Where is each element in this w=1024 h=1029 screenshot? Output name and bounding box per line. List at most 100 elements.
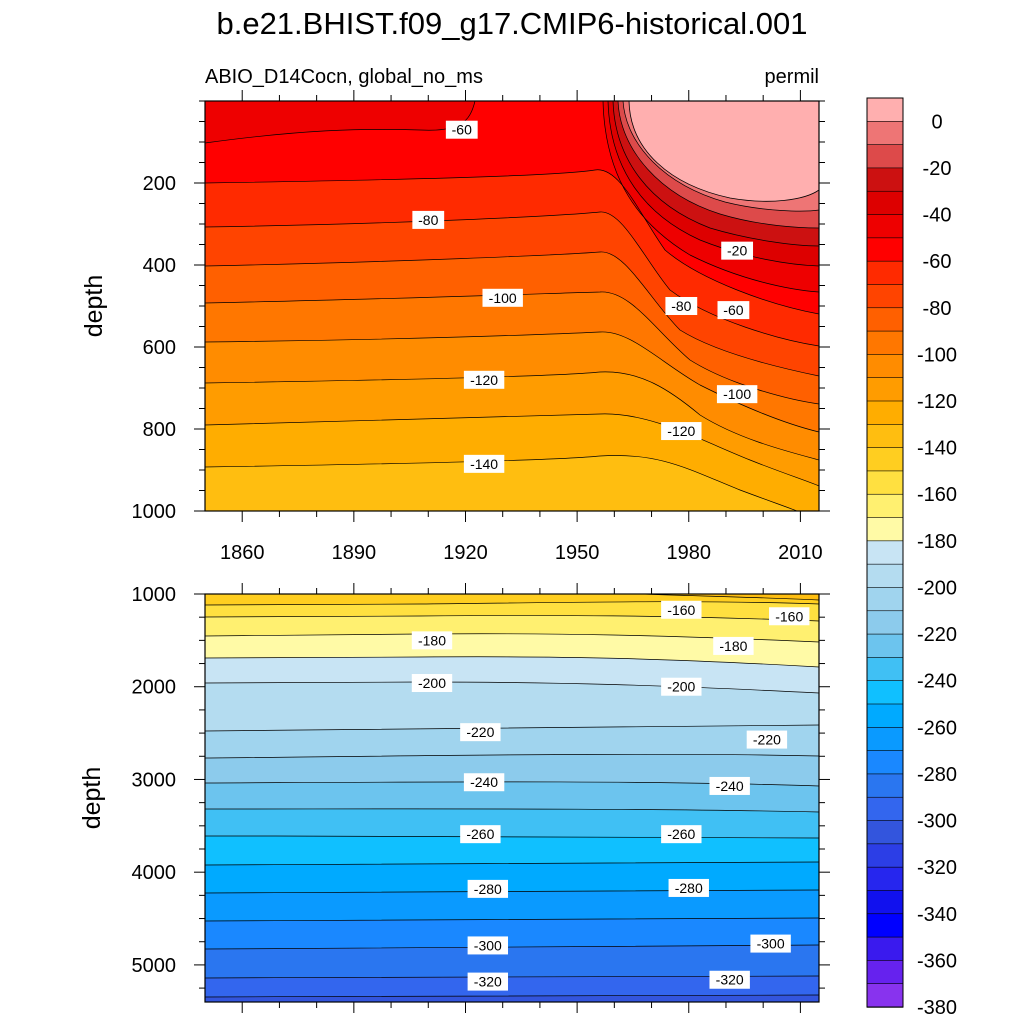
colorbar-swatch xyxy=(866,983,904,1008)
svg-text:-200: -200 xyxy=(667,679,695,695)
svg-text:-200: -200 xyxy=(418,675,446,691)
colorbar-swatch xyxy=(866,866,904,892)
contour-label: -60 xyxy=(445,120,478,139)
colorbar-swatch xyxy=(866,144,904,169)
top-band-minus-60 xyxy=(205,101,475,143)
contour-label: -180 xyxy=(411,631,453,650)
colorbar-swatch xyxy=(866,424,904,449)
colorbar-swatch xyxy=(866,936,904,962)
colorbar-swatch xyxy=(866,610,904,635)
x-tick-label: 1980 xyxy=(667,542,712,564)
top-band-minus-10 xyxy=(628,101,819,202)
colorbar-label: -140 xyxy=(917,438,957,460)
colorbar-label: -360 xyxy=(917,950,957,972)
bottom-panel: -160 -160 -180 -180 -200 -200 -220 -220 -240 -240… xyxy=(78,583,830,1013)
colorbar-label: 0 xyxy=(931,111,942,133)
bottom-band-minus-170 xyxy=(205,594,819,605)
svg-text:-300: -300 xyxy=(474,937,502,953)
colorbar-swatch xyxy=(866,447,904,472)
svg-text:-180: -180 xyxy=(418,632,446,648)
contour-label: -140 xyxy=(463,454,505,473)
svg-text:-60: -60 xyxy=(723,302,743,318)
bottom-axes: 1000 2000 3000 4000 5000 xyxy=(132,583,830,1013)
contour-label: -240 xyxy=(709,776,750,795)
colorbar-label: -340 xyxy=(917,904,957,926)
contour-label: -120 xyxy=(661,422,702,441)
colorbar-label: -120 xyxy=(917,391,957,413)
contour-label: -160 xyxy=(769,607,810,626)
y-tick-label: 2000 xyxy=(132,677,177,699)
contour-label: -120 xyxy=(463,370,505,389)
contour-label: -320 xyxy=(709,970,750,989)
colorbar-swatch xyxy=(866,750,904,775)
colorbar-label: -320 xyxy=(917,857,957,879)
svg-text:-280: -280 xyxy=(675,880,703,896)
contour-label: -300 xyxy=(467,936,509,955)
y-tick-label: 1000 xyxy=(132,501,177,523)
contour-label: -220 xyxy=(460,723,501,742)
svg-text:-220: -220 xyxy=(753,732,781,748)
svg-text:-240: -240 xyxy=(470,774,498,790)
colorbar-swatch xyxy=(866,517,904,542)
top-panel-fill xyxy=(205,101,819,511)
colorbar-swatch xyxy=(866,703,904,729)
colorbar-label: -40 xyxy=(923,205,952,227)
colorbar-frame xyxy=(866,97,904,1008)
colorbar-swatch xyxy=(866,493,904,519)
bottom-band-minus-160 xyxy=(640,594,819,600)
svg-text:-320: -320 xyxy=(474,974,502,990)
contour-label: -60 xyxy=(717,301,750,320)
colorbar-label: -220 xyxy=(917,624,957,646)
contour-label: -280 xyxy=(668,878,709,897)
top-panel-contour-lines xyxy=(205,101,819,511)
colorbar-swatch xyxy=(866,330,904,356)
colorbar-swatch xyxy=(866,121,904,146)
contour-label: -260 xyxy=(460,825,501,844)
colorbar-swatch xyxy=(866,587,904,612)
colorbar-label: -260 xyxy=(917,717,957,739)
svg-text:-140: -140 xyxy=(470,456,498,472)
bottom-panel-frame xyxy=(204,593,820,1003)
svg-text:-80: -80 xyxy=(671,298,691,314)
top-panel: -60 -80 -100 -120 -140 -20 -60 -80 -100 -120 1860… xyxy=(80,90,830,564)
contour-label: -100 xyxy=(482,288,523,307)
colorbar-swatch xyxy=(866,773,904,798)
x-tick-label: 1920 xyxy=(443,542,488,564)
top-contour-labels: -60 -80 -100 -120 -140 -20 -60 -80 -100 -120 xyxy=(412,120,758,473)
y-tick-label: 800 xyxy=(143,419,176,441)
bottom-contour-labels: -160 -160 -180 -180 -200 -200 -220 -220 -240 -240… xyxy=(411,600,810,991)
svg-text:-100: -100 xyxy=(723,386,751,402)
colorbar-swatch xyxy=(866,843,904,868)
colorbar-swatch xyxy=(866,377,904,402)
y-tick-label: 4000 xyxy=(132,862,177,884)
colorbar-swatch xyxy=(866,354,904,379)
contour-label: -180 xyxy=(713,636,754,655)
colorbar-swatch xyxy=(866,540,904,565)
svg-text:-80: -80 xyxy=(418,212,438,228)
contour-label: -200 xyxy=(661,677,702,696)
svg-text:-20: -20 xyxy=(727,243,747,259)
top-ylabel: depth xyxy=(80,275,108,338)
y-tick-label: 1000 xyxy=(132,584,177,606)
contour-label: -220 xyxy=(746,730,788,749)
y-tick-label: 400 xyxy=(143,255,176,277)
colorbar-label: -60 xyxy=(923,251,952,273)
colorbar-swatch xyxy=(866,307,904,332)
colorbar-label: -380 xyxy=(917,997,957,1019)
bottom-panel-fill xyxy=(205,594,819,1002)
svg-text:-120: -120 xyxy=(667,423,695,439)
svg-text:-100: -100 xyxy=(489,290,517,306)
colorbar-label: -240 xyxy=(917,671,957,693)
colorbar-swatch xyxy=(866,633,904,659)
top-axes: 1860 1890 1920 1950 1980 2010 200 400 600 800 1000 xyxy=(132,90,830,564)
contour-label: -280 xyxy=(467,879,509,898)
colorbar-swatch xyxy=(866,284,904,309)
svg-text:-260: -260 xyxy=(667,826,695,842)
colorbar-label: -180 xyxy=(917,531,957,553)
colorbar-swatch xyxy=(866,470,904,495)
contour-label: -160 xyxy=(661,600,702,619)
colorbar-swatch xyxy=(866,237,904,262)
colorbar-swatch xyxy=(866,190,904,216)
contour-label: -260 xyxy=(661,825,702,844)
